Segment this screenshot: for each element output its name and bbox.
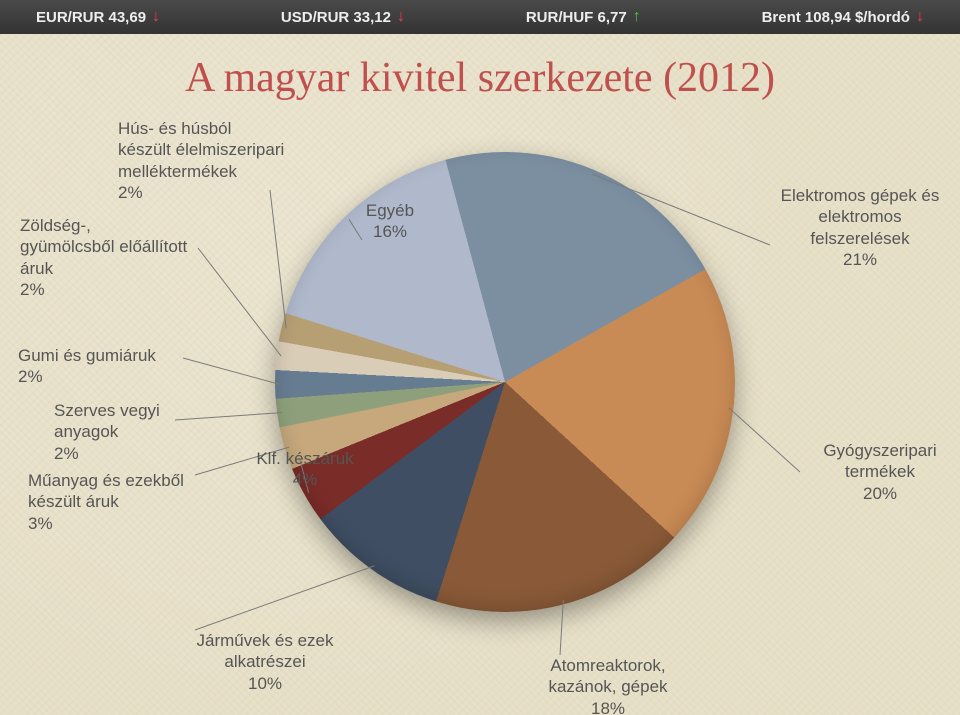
pie-slice-label: Járművek és ezek alkatrészei 10% bbox=[165, 630, 365, 694]
pie-slice-label: Egyéb 16% bbox=[340, 200, 440, 243]
ticker-item: Brent 108,94 $/hordó ↓ bbox=[762, 8, 924, 26]
pie-slice-label: Zöldség-, gyümölcsből előállított áruk 2… bbox=[20, 215, 220, 300]
arrow-up-icon: ↑ bbox=[633, 8, 641, 26]
page-title: A magyar kivitel szerkezete (2012) bbox=[0, 54, 960, 102]
pie-slice-label: Gyógyszeripari termékek 20% bbox=[800, 440, 960, 504]
ticker-text: RUR/HUF 6,77 bbox=[526, 9, 627, 26]
pie-slice-label: Hús- és húsból készült élelmiszeripari m… bbox=[118, 118, 348, 203]
pie-slice-label: Gumi és gumiáruk 2% bbox=[18, 345, 218, 388]
ticker-bar: EUR/RUR 43,69 ↓ USD/RUR 33,12 ↓ RUR/HUF … bbox=[0, 0, 960, 34]
arrow-down-icon: ↓ bbox=[397, 8, 405, 26]
pie-slice-label: Elektromos gépek és elektromos felszerel… bbox=[770, 185, 950, 270]
pie-slice-label: Műanyag és ezekből készült áruk 3% bbox=[28, 470, 228, 534]
ticker-text: Brent 108,94 $/hordó bbox=[762, 9, 910, 26]
pie-slice-label: Klf. készáruk 4% bbox=[235, 448, 375, 491]
ticker-text: USD/RUR 33,12 bbox=[281, 9, 391, 26]
ticker-item: USD/RUR 33,12 ↓ bbox=[281, 8, 405, 26]
ticker-text: EUR/RUR 43,69 bbox=[36, 9, 146, 26]
pie-slice-label: Atomreaktorok, kazánok, gépek 18% bbox=[508, 655, 708, 715]
arrow-down-icon: ↓ bbox=[916, 8, 924, 26]
ticker-item: RUR/HUF 6,77 ↑ bbox=[526, 8, 641, 26]
arrow-down-icon: ↓ bbox=[152, 8, 160, 26]
ticker-item: EUR/RUR 43,69 ↓ bbox=[36, 8, 160, 26]
pie-slice-label: Szerves vegyi anyagok 2% bbox=[54, 400, 224, 464]
